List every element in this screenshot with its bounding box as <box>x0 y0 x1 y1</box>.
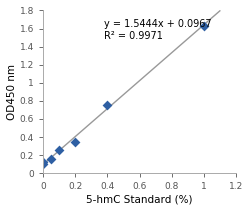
Point <box>57 148 61 151</box>
Text: y = 1.5444x + 0.0967: y = 1.5444x + 0.0967 <box>104 19 212 29</box>
Text: R² = 0.9971: R² = 0.9971 <box>104 31 163 41</box>
Point <box>41 161 45 164</box>
Point <box>73 140 77 143</box>
X-axis label: 5-hmC Standard (%): 5-hmC Standard (%) <box>86 194 193 204</box>
Point <box>49 157 53 161</box>
Y-axis label: OD450 nm: OD450 nm <box>7 64 17 120</box>
Point <box>41 162 45 166</box>
Point <box>202 24 206 27</box>
Point <box>106 103 110 106</box>
